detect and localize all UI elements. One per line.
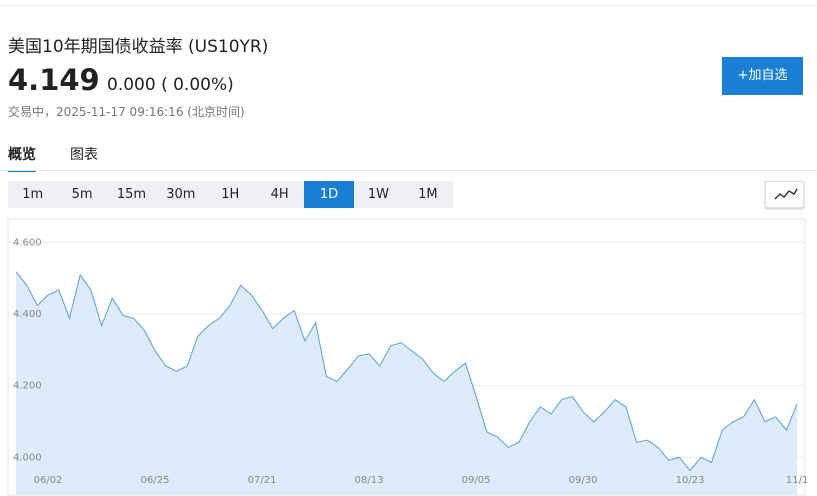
- y-tick-label: 4.400: [13, 309, 42, 320]
- tab[interactable]: 图表: [70, 147, 98, 163]
- x-tick-label: 07/21: [248, 475, 277, 486]
- x-tick-label: 08/13: [355, 475, 384, 486]
- title: 美国10年期国债收益率 (US10YR): [8, 37, 269, 57]
- status: 交易中，2025-11-17 09:16:16 (北京时间): [8, 105, 245, 119]
- divider: [0, 170, 817, 171]
- y-tick-label: 4.000: [13, 452, 42, 463]
- divider: [0, 5, 817, 6]
- range-bar: 1m 5m 15m 30m 1H 4H 1D 1W 1M: [8, 181, 453, 208]
- tab[interactable]: 概览: [8, 144, 36, 172]
- x-tick-label: 11/1: [786, 475, 808, 486]
- add-watchlist-button[interactable]: +加自选: [722, 57, 803, 95]
- chart-icon: [774, 188, 798, 200]
- change: 0.000 ( 0.00%): [107, 75, 234, 95]
- range-button[interactable]: 15m: [116, 187, 147, 202]
- range-button[interactable]: 1W: [367, 187, 389, 202]
- x-tick-label: 10/23: [676, 475, 705, 486]
- area-fill: [16, 271, 798, 495]
- x-tick-label: 09/30: [569, 475, 598, 486]
- chart-type-button[interactable]: [765, 181, 804, 208]
- line: [15, 271, 798, 472]
- range-button[interactable]: 1D: [304, 181, 354, 208]
- range-button[interactable]: 5m: [71, 187, 93, 202]
- range-button[interactable]: 1m: [22, 187, 44, 202]
- x-tick-label: 09/05: [462, 475, 491, 486]
- x-tick-label: 06/02: [34, 475, 63, 486]
- y-tick-label: 4.600: [13, 237, 42, 248]
- range-button[interactable]: 1M: [418, 187, 438, 202]
- y-tick-label: 4.200: [13, 381, 42, 392]
- x-tick-label: 06/25: [141, 475, 170, 486]
- range-button[interactable]: 1H: [221, 187, 240, 202]
- range-button[interactable]: 30m: [166, 187, 196, 202]
- range-button[interactable]: 4H: [270, 187, 289, 202]
- price: 4.149: [8, 63, 100, 97]
- tabs: 概览 图表: [8, 144, 132, 172]
